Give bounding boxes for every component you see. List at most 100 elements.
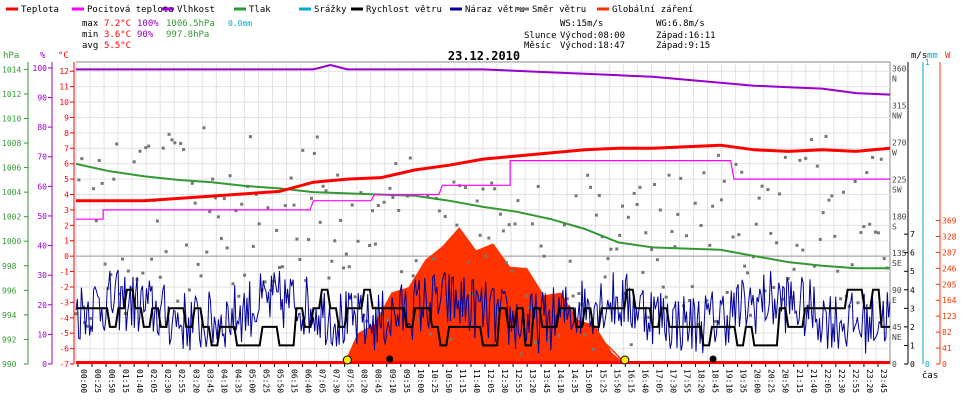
wind-series: [74, 126, 891, 356]
wind-direction-point: [801, 248, 805, 252]
wind-direction-point: [118, 292, 122, 296]
x-tick-label: 00:00: [79, 369, 88, 393]
wind-direction-point: [121, 257, 125, 261]
wind-direction-point: [871, 155, 875, 159]
wind-direction-point: [879, 157, 883, 161]
tick-label-temperature: -4: [59, 314, 69, 323]
tick-label-wind-dir: S: [892, 222, 897, 231]
wind-direction-point: [228, 174, 232, 178]
x-tick-label: 23:45: [879, 369, 888, 393]
x-tick-label: 14:35: [570, 369, 579, 393]
x-tick-label: 00:50: [107, 369, 116, 393]
wind-direction-point: [498, 212, 502, 216]
wind-direction-point: [184, 243, 188, 247]
wind-direction-point: [804, 156, 808, 160]
legend-label: Náraz větru: [465, 5, 525, 15]
x-tick-label: 17:05: [654, 369, 663, 393]
wind-direction-point: [202, 126, 206, 130]
wind-direction-point: [504, 261, 508, 265]
tick-label-pressure: 1002: [2, 213, 21, 222]
wind-direction-point: [690, 285, 694, 289]
x-tick-label: 08:20: [360, 369, 369, 393]
x-tick-label: 08:45: [374, 369, 383, 393]
x-tick-label: 23:20: [865, 369, 874, 393]
x-tick-label: 01:40: [135, 369, 144, 393]
wind-direction-point: [243, 273, 247, 277]
wind-direction-point: [155, 219, 159, 223]
wind-direction-point: [443, 215, 447, 219]
tick-label-temperature: 9: [64, 113, 69, 122]
tick-label-pressure: 1004: [2, 188, 21, 197]
wind-direction-point: [429, 332, 433, 336]
wind-direction-point: [292, 203, 296, 207]
moon-info: Východ:18:47: [560, 41, 625, 51]
wind-direction-point: [382, 200, 386, 204]
wind-direction-point: [321, 184, 325, 188]
x-tick-label: 22:55: [851, 369, 860, 393]
wind-direction-point: [484, 254, 488, 258]
wind-direction-point: [705, 299, 709, 303]
wind-direction-point: [783, 155, 787, 159]
stat-label: max: [82, 19, 99, 29]
wind-direction-point: [833, 234, 837, 238]
wind-direction-point: [301, 148, 305, 152]
legend-label: Směr větru: [532, 5, 586, 15]
x-tick-label: 15:50: [612, 369, 621, 393]
wind-direction-point: [815, 164, 819, 168]
wind-direction-point: [618, 233, 622, 237]
feels-like-line: [76, 160, 890, 220]
tick-label-wind-dir: 90: [892, 286, 902, 295]
wind-direction-point: [594, 213, 598, 217]
tick-label-wind-dir: NE: [892, 333, 902, 342]
tick-label-temperature: -1: [59, 268, 69, 277]
x-tick-label: 12:05: [486, 369, 495, 393]
wind-direction-point: [830, 194, 834, 198]
wind-direction-point: [577, 292, 581, 296]
wind-direction-point: [257, 222, 261, 226]
tick-label-wind-dir: 315: [892, 101, 907, 110]
axis-unit: %: [40, 51, 46, 61]
wind-direction-point: [606, 257, 610, 261]
x-tick-label: 11:40: [472, 369, 481, 393]
tick-label-temperature: 8: [64, 129, 69, 138]
wind-direction-point: [507, 223, 511, 227]
tick-label-humidity: 70: [37, 153, 47, 162]
tick-label-temperature: -3: [59, 298, 69, 307]
tick-label-temperature: 6: [64, 160, 69, 169]
wind-direction-point: [673, 245, 677, 249]
tick-label-pressure: 1010: [2, 114, 21, 123]
wind-direction-point: [565, 297, 569, 301]
wind-direction-point: [853, 179, 857, 183]
tick-label-pressure: 990: [2, 360, 17, 369]
wind-direction-point: [182, 148, 186, 152]
x-tick-label: 10:25: [430, 369, 439, 393]
wind-direction-point: [353, 295, 357, 299]
legend-label: Srážky: [314, 5, 347, 15]
x-tick-label: 22:05: [823, 369, 832, 393]
wind-direction-point: [632, 191, 636, 195]
tick-label-wind-dir: 270: [892, 138, 907, 147]
tick-label-temperature: -5: [59, 329, 69, 338]
wind-direction-point: [626, 215, 630, 219]
wind-direction-point: [237, 294, 241, 298]
wind-direction-point: [722, 179, 726, 183]
wind-direction-point: [510, 269, 514, 273]
tick-label-wind-dir: 45: [892, 323, 902, 332]
wind-direction-point: [583, 333, 587, 337]
tick-label-radiation: 82: [942, 328, 952, 337]
wind-direction-point: [609, 247, 613, 251]
wind-direction-point: [740, 170, 744, 174]
wind-direction-point: [562, 223, 566, 227]
wind-direction-point: [841, 190, 845, 194]
wind-direction-point: [150, 257, 154, 261]
chart-title: 23.12.2010: [448, 49, 520, 63]
stat-value: 7.2°C: [104, 19, 131, 29]
x-tick-label: 22:30: [837, 369, 846, 393]
wind-direction-point: [295, 237, 299, 241]
x-axis-label: čas: [922, 370, 938, 381]
tick-label-radiation: 328: [942, 232, 957, 241]
x-tick-label: 07:05: [318, 369, 327, 393]
stats-panel: max 7.2°C 100% 1006.5hPa 0.0mm min 3.6°C 90% 997…: [82, 19, 716, 51]
main-series: [75, 63, 891, 270]
wind-direction-point: [423, 286, 427, 290]
